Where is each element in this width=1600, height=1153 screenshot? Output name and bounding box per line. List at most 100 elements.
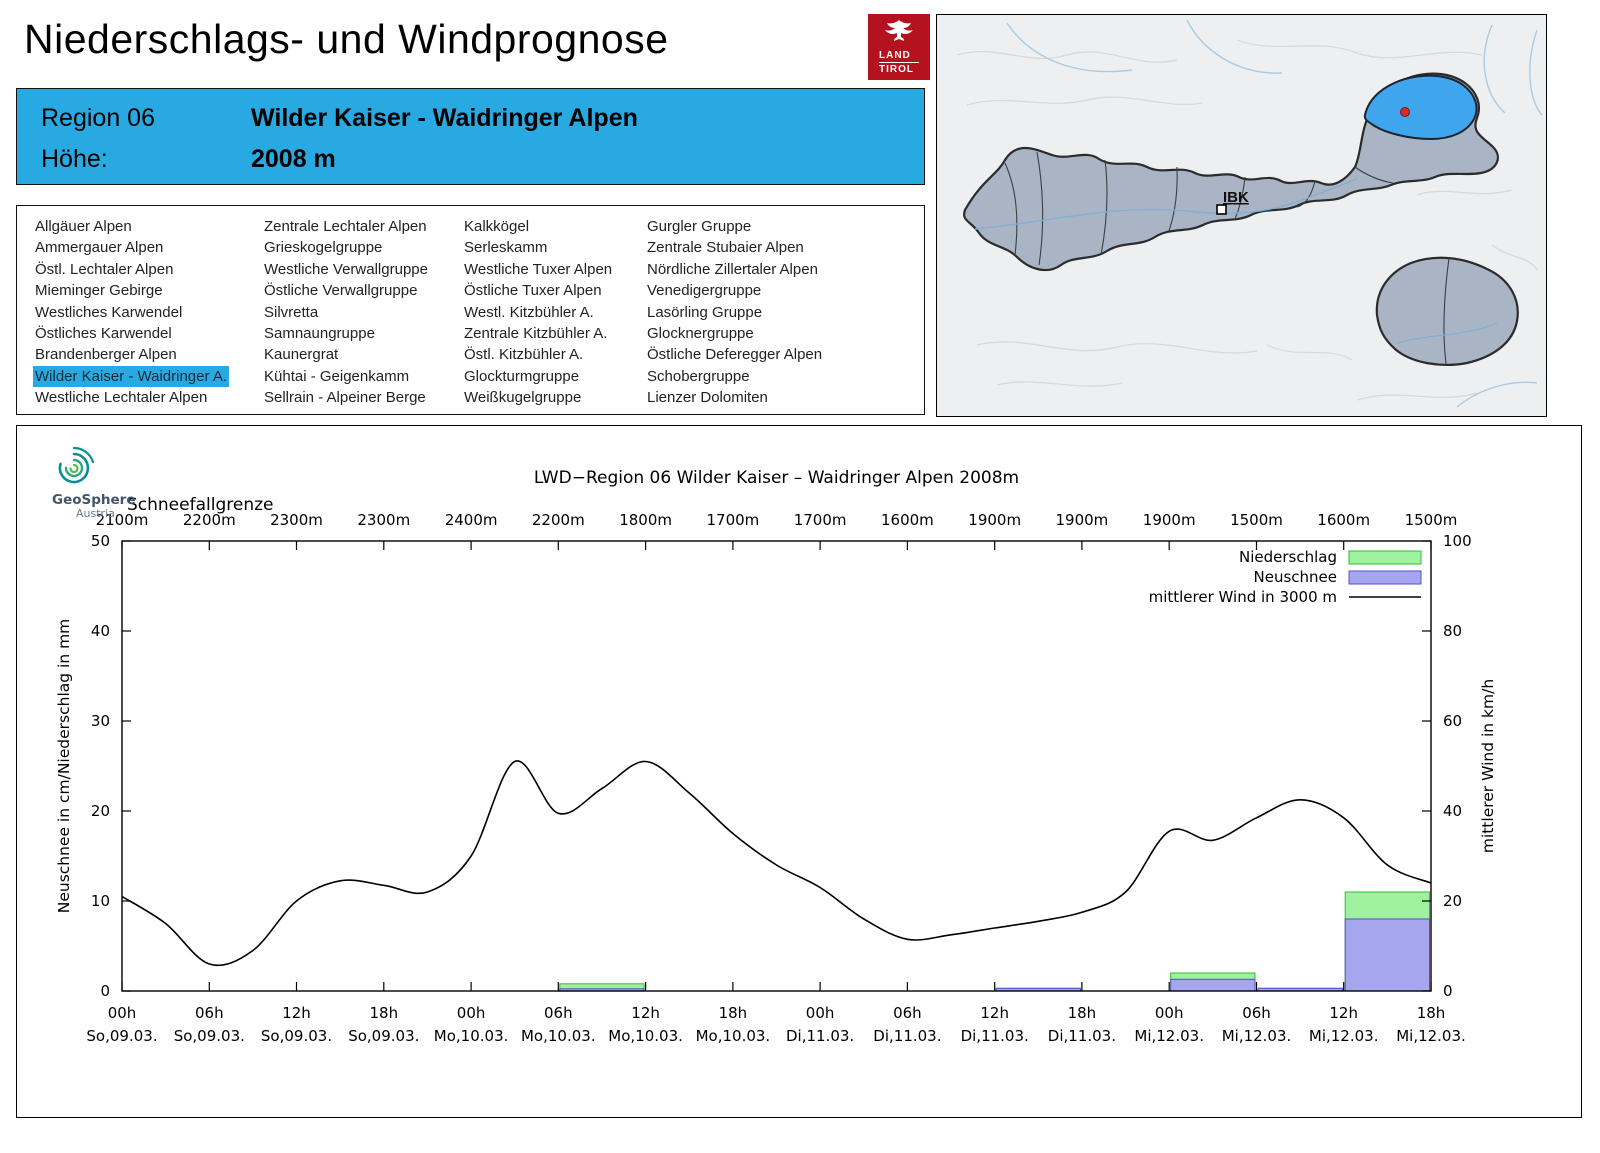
region-item[interactable]: Venedigergruppe [647, 282, 762, 300]
ylabel-left: Neuschnee in cm/Niederschlag in mm [55, 619, 73, 914]
district-borders [1004, 151, 1394, 266]
region-item[interactable]: Ammergauer Alpen [35, 239, 164, 257]
region-item[interactable]: Westl. Kitzbühler A. [464, 303, 594, 321]
land-tirol-logo: LAND TIROL [868, 14, 930, 80]
svg-text:18h: 18h [370, 1004, 399, 1022]
region-item[interactable]: Wilder Kaiser - Waidringer A. [33, 365, 229, 388]
region-item[interactable]: Serleskamm [464, 239, 548, 257]
region-item[interactable]: Gurgler Gruppe [647, 218, 752, 235]
svg-text:1600m: 1600m [1317, 511, 1370, 529]
svg-text:Mo,10.03.: Mo,10.03. [521, 1027, 596, 1045]
svg-text:18h: 18h [1068, 1004, 1097, 1022]
chart-canvas: 0 10 20 30 40 50 0 20 40 60 80 100 00h So,09.03. 06h So… [55, 468, 1497, 1045]
region-item[interactable]: Westliche Verwallgruppe [264, 260, 428, 278]
region-item[interactable]: Brandenberger Alpen [35, 346, 177, 364]
svg-text:20: 20 [1443, 892, 1462, 910]
region-item[interactable]: Östliches Karwendel [35, 325, 172, 343]
region-item[interactable]: Westliches Karwendel [35, 303, 183, 321]
svg-text:Di,11.03.: Di,11.03. [873, 1027, 941, 1045]
snowline-label: Schneefallgrenze [127, 495, 273, 515]
station-marker-dot [1400, 107, 1410, 117]
region-item[interactable]: Lasörling Gruppe [647, 303, 763, 321]
region-item[interactable]: Östliche Tuxer Alpen [464, 282, 602, 300]
geosphere-logo: GeoSphere Austria [52, 446, 162, 522]
chart-title: LWD−Region 06 Wilder Kaiser – Waidringer… [534, 468, 1019, 488]
svg-text:80: 80 [1443, 622, 1462, 640]
tirol-region-map[interactable]: IBK [936, 14, 1547, 417]
plot-frame [121, 540, 1432, 992]
region-item[interactable]: Zentrale Lechtaler Alpen [264, 218, 427, 235]
north-tirol-shape[interactable] [963, 72, 1499, 272]
svg-text:1600m: 1600m [881, 511, 934, 529]
region-item[interactable]: Zentrale Stubaier Alpen [647, 239, 804, 257]
svg-text:06h: 06h [544, 1004, 573, 1022]
rivers-outside [1006, 19, 1543, 408]
region-item[interactable]: Silvretta [264, 303, 319, 321]
svg-text:2300m: 2300m [270, 511, 323, 529]
region-item[interactable]: Östl. Lechtaler Alpen [35, 260, 174, 278]
svg-text:2200m: 2200m [183, 511, 236, 529]
region-item[interactable]: Lienzer Dolomiten [647, 389, 768, 407]
svg-text:2100m: 2100m [96, 511, 149, 529]
region-item[interactable]: Sellrain - Alpeiner Berge [264, 389, 426, 407]
region-item[interactable]: Samnaungruppe [264, 325, 375, 343]
svg-text:12h: 12h [980, 1004, 1009, 1022]
svg-text:Mi,12.03.: Mi,12.03. [1396, 1027, 1466, 1045]
svg-text:1900m: 1900m [1143, 511, 1196, 529]
logo-text-tirol: TIROL [879, 62, 919, 75]
region-item[interactable]: Östliche Verwallgruppe [264, 282, 418, 300]
svg-text:mittlerer Wind in 3000 m: mittlerer Wind in 3000 m [1149, 588, 1337, 606]
region-item[interactable]: Kühtai - Geigenkamm [264, 367, 410, 385]
y-axis-labels: 0 10 20 30 40 50 0 20 40 60 80 100 [91, 532, 1472, 1000]
region-item[interactable]: Glocknergruppe [647, 325, 754, 343]
region-item[interactable]: Westliche Tuxer Alpen [464, 260, 613, 278]
region-item[interactable]: Westliche Lechtaler Alpen [35, 389, 208, 407]
geosphere-swirl-icon [58, 446, 95, 484]
svg-text:1500m: 1500m [1230, 511, 1283, 529]
region-item[interactable]: Östl. Kitzbühler A. [464, 346, 584, 364]
svg-text:40: 40 [91, 622, 110, 640]
svg-text:Mo,10.03.: Mo,10.03. [696, 1027, 771, 1045]
svg-text:12h: 12h [1329, 1004, 1358, 1022]
svg-text:06h: 06h [893, 1004, 922, 1022]
svg-text:06h: 06h [195, 1004, 224, 1022]
east-tirol-group[interactable] [1375, 256, 1519, 366]
svg-text:1700m: 1700m [707, 511, 760, 529]
selected-region-shape[interactable] [1363, 74, 1478, 141]
precip-bars [559, 891, 1430, 992]
region-item[interactable]: Kaunergrat [264, 346, 339, 364]
region-item[interactable]: Zentrale Kitzbühler A. [464, 325, 608, 343]
region-list: Allgäuer Alpen Ammergauer Alpen Östl. Lech… [16, 205, 925, 415]
region-item[interactable]: Allgäuer Alpen [35, 218, 132, 235]
svg-text:12h: 12h [282, 1004, 311, 1022]
region-item[interactable]: Grieskogelgruppe [264, 239, 383, 257]
svg-text:Mo,10.03.: Mo,10.03. [608, 1027, 683, 1045]
svg-text:12h: 12h [631, 1004, 660, 1022]
terrain-texture [956, 39, 1538, 401]
geosphere-name: GeoSphere [52, 492, 136, 508]
region-item[interactable]: Kalkkögel [464, 218, 530, 235]
tirol-eagle-icon [885, 20, 913, 41]
chart-legend: Niederschlag Neuschnee mittlerer Wind in 3… [1149, 548, 1422, 606]
svg-text:1800m: 1800m [619, 511, 672, 529]
ibk-label: IBK [1223, 189, 1249, 206]
svg-text:2200m: 2200m [532, 511, 585, 529]
altitude-label: Höhe: [41, 145, 108, 173]
svg-text:40: 40 [1443, 802, 1462, 820]
neuschnee-bars [559, 918, 1430, 992]
region-item[interactable]: Östliche Deferegger Alpen [647, 346, 823, 364]
inn-river [974, 178, 1358, 230]
region-item[interactable]: Glockturmgruppe [464, 367, 580, 385]
region-item[interactable]: Mieminger Gebirge [35, 282, 163, 300]
svg-text:1700m: 1700m [794, 511, 847, 529]
region-item[interactable]: Schobergruppe [647, 367, 750, 385]
svg-text:So,09.03.: So,09.03. [348, 1027, 419, 1045]
svg-text:1900m: 1900m [1056, 511, 1109, 529]
region-item[interactable]: Weißkugelgruppe [464, 389, 582, 407]
svg-text:00h: 00h [108, 1004, 137, 1022]
region-item[interactable]: Nördliche Zillertaler Alpen [647, 260, 818, 278]
east-tirol-district-border [1443, 257, 1450, 365]
svg-text:50: 50 [91, 532, 110, 550]
svg-text:30: 30 [91, 712, 110, 730]
x-axis-labels: 00h So,09.03. 06h So,09.03. 12h So,09.03. 18h S… [86, 1004, 1465, 1045]
